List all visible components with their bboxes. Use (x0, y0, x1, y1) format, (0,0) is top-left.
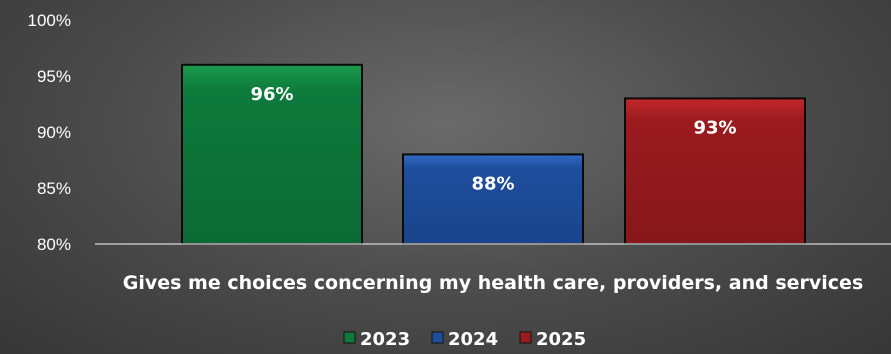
data-label-2024: 88% (471, 173, 514, 194)
bar-2024 (402, 153, 584, 245)
y-tick-label: 95% (37, 67, 71, 86)
legend-swatch-2024 (431, 331, 444, 344)
y-tick-label: 90% (37, 123, 71, 142)
y-tick-label: 85% (37, 179, 71, 198)
category-label: Gives me choices concerning my health ca… (123, 272, 864, 294)
bars-group: 96% 88% 93% (181, 63, 806, 246)
legend-label-2024: 2024 (448, 329, 498, 350)
y-axis-ticks: 80% 85% 90% 95% 100% (28, 11, 71, 254)
legend-label-2023: 2023 (360, 329, 410, 350)
data-label-2025: 93% (693, 117, 736, 138)
data-label-2023: 96% (250, 84, 293, 105)
legend: 2023 2024 2025 (343, 329, 586, 350)
y-tick-label: 80% (37, 235, 71, 254)
y-tick-label: 100% (28, 11, 71, 30)
bar-2025 (624, 97, 806, 246)
legend-swatch-2023 (343, 331, 356, 344)
bar-2023 (181, 63, 363, 245)
legend-swatch-2025 (519, 331, 532, 344)
legend-label-2025: 2025 (536, 329, 586, 350)
